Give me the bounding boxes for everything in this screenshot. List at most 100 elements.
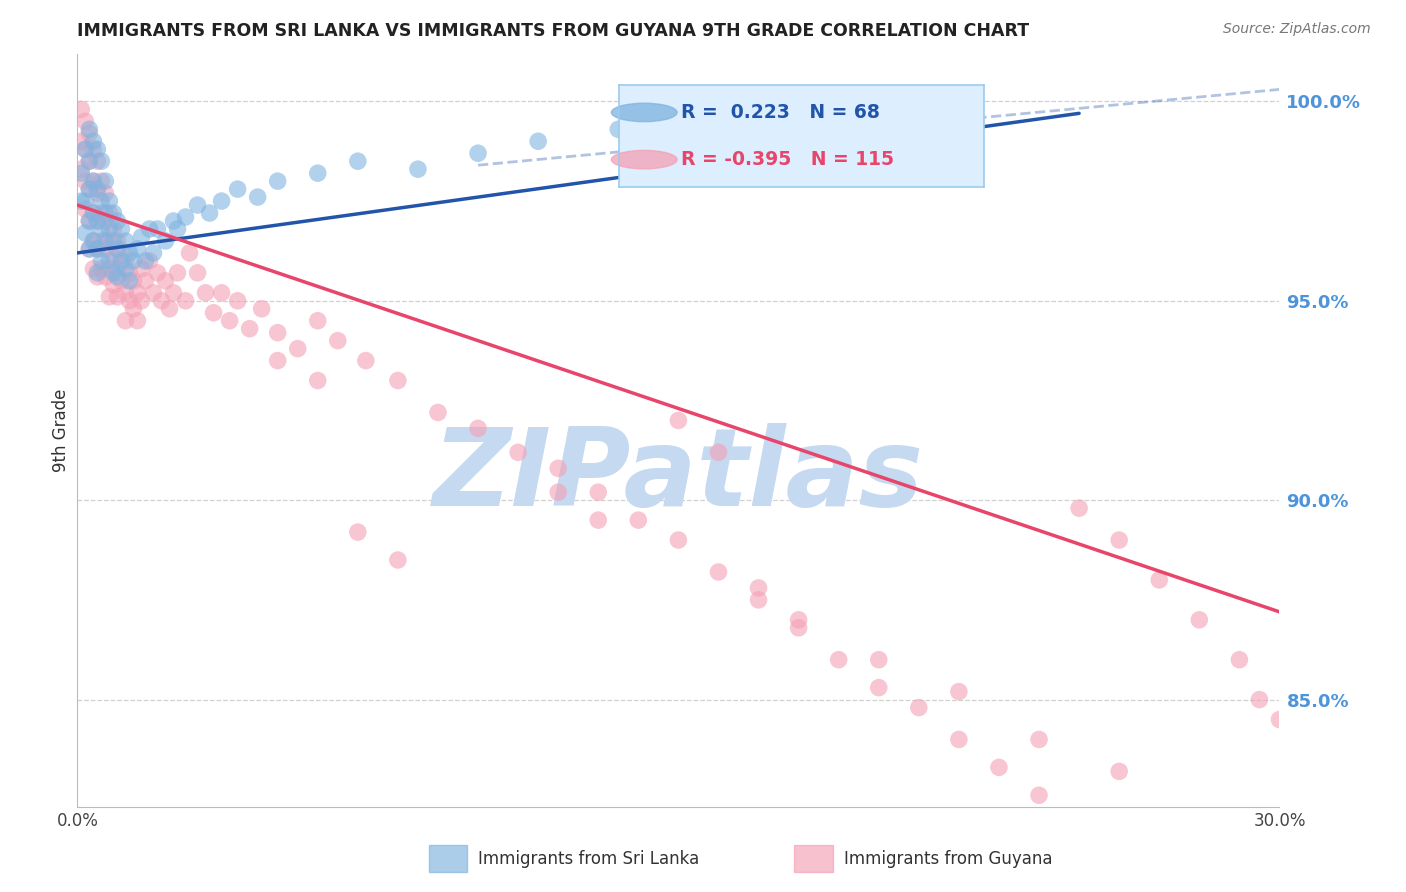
Point xyxy=(118,246,141,260)
Point xyxy=(127,242,149,256)
Point xyxy=(79,242,101,256)
Point xyxy=(107,242,129,256)
Point xyxy=(127,285,149,300)
Point xyxy=(127,314,149,328)
Text: ZIPatlas: ZIPatlas xyxy=(433,423,924,529)
Point xyxy=(226,182,249,196)
Point xyxy=(86,214,108,228)
Point xyxy=(948,684,970,698)
Point xyxy=(748,581,770,595)
Point xyxy=(155,234,177,248)
Point xyxy=(114,314,136,328)
Point xyxy=(107,261,129,276)
Point xyxy=(90,154,112,169)
Point xyxy=(98,261,121,276)
Point xyxy=(588,513,610,527)
Point xyxy=(988,760,1011,774)
Point xyxy=(508,445,530,459)
Point xyxy=(98,222,121,236)
Point xyxy=(668,533,690,547)
Point xyxy=(748,593,770,607)
Point xyxy=(467,146,489,161)
Point xyxy=(82,261,104,276)
Point xyxy=(103,277,125,292)
Text: Immigrants from Guyana: Immigrants from Guyana xyxy=(844,849,1052,868)
Point xyxy=(202,306,225,320)
Point xyxy=(82,174,104,188)
Point xyxy=(98,253,121,268)
Point xyxy=(79,122,101,136)
Point xyxy=(75,202,97,216)
Point xyxy=(70,194,93,208)
Point xyxy=(1268,713,1291,727)
Point xyxy=(94,242,117,256)
Point xyxy=(287,342,309,356)
Point xyxy=(82,234,104,248)
Point xyxy=(94,234,117,248)
Point xyxy=(1069,501,1091,516)
Point xyxy=(868,681,890,695)
Point xyxy=(90,253,112,268)
Point xyxy=(239,321,262,335)
Point xyxy=(668,413,690,427)
Point xyxy=(90,194,112,208)
Point xyxy=(146,266,169,280)
Point xyxy=(868,653,890,667)
Text: R =  0.223   N = 68: R = 0.223 N = 68 xyxy=(681,103,880,122)
Point xyxy=(82,134,104,148)
Point xyxy=(727,106,749,120)
Point xyxy=(155,274,177,288)
Point xyxy=(75,194,97,208)
Point xyxy=(107,214,129,228)
Point xyxy=(90,222,112,236)
Point xyxy=(387,553,409,567)
Point xyxy=(1028,732,1050,747)
Point xyxy=(70,166,93,180)
Point xyxy=(107,290,129,304)
Point xyxy=(103,234,125,248)
Point xyxy=(98,290,121,304)
Point xyxy=(828,95,851,109)
Point xyxy=(79,182,101,196)
Point xyxy=(527,134,550,148)
Point xyxy=(103,250,125,264)
Point xyxy=(948,98,970,112)
Point xyxy=(94,206,117,220)
Point xyxy=(114,253,136,268)
Point xyxy=(98,194,121,208)
Point xyxy=(267,326,290,340)
Point xyxy=(79,242,101,256)
Point xyxy=(79,214,101,228)
Point xyxy=(1149,573,1171,587)
Point xyxy=(267,174,290,188)
Y-axis label: 9th Grade: 9th Grade xyxy=(52,389,70,472)
Point xyxy=(86,242,108,256)
Point xyxy=(211,285,233,300)
Point xyxy=(547,461,569,475)
Point xyxy=(75,142,97,156)
Point xyxy=(82,174,104,188)
Point xyxy=(86,269,108,284)
Point xyxy=(326,334,349,348)
Point xyxy=(607,122,630,136)
Point xyxy=(131,261,153,276)
Point xyxy=(94,269,117,284)
Point xyxy=(198,206,221,220)
Point xyxy=(187,198,209,212)
Point xyxy=(103,206,125,220)
Point xyxy=(110,253,132,268)
Point xyxy=(427,405,450,419)
Point xyxy=(118,274,141,288)
Point xyxy=(70,103,93,117)
Point xyxy=(948,732,970,747)
Point xyxy=(187,266,209,280)
Point xyxy=(1028,789,1050,803)
Point xyxy=(347,154,370,169)
Point xyxy=(98,206,121,220)
Point xyxy=(82,234,104,248)
Text: IMMIGRANTS FROM SRI LANKA VS IMMIGRANTS FROM GUYANA 9TH GRADE CORRELATION CHART: IMMIGRANTS FROM SRI LANKA VS IMMIGRANTS … xyxy=(77,22,1029,40)
Point xyxy=(90,234,112,248)
Point xyxy=(75,114,97,128)
Point xyxy=(86,242,108,256)
Text: Immigrants from Sri Lanka: Immigrants from Sri Lanka xyxy=(478,849,699,868)
